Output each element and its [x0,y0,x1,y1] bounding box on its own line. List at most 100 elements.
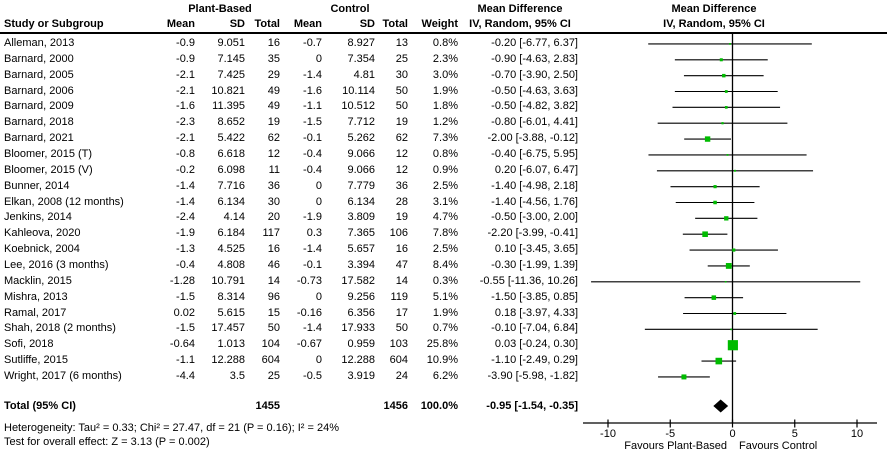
study-row: Barnard, 2009 -1.6 11.395 49 -1.1 10.512 50 1.8… [0,99,600,115]
effect-square [732,248,736,252]
pb-mean-cell: -2.3 [176,116,195,129]
study-row: Barnard, 2000 -0.9 7.145 35 0 7.354 25 2.3% -0.9… [0,52,600,68]
study-name-cell: Barnard, 2000 [4,52,74,65]
study-name-cell: Barnard, 2021 [4,132,74,145]
effect-square [724,280,727,283]
control-sd-cell: 7.779 [347,179,375,192]
pb-mean-cell: -4.4 [176,369,195,382]
overall-effect-text: Test for overall effect: Z = 3.13 (P = 0… [4,436,210,448]
control-total-cell: 47 [395,258,408,271]
pb-total-cell: 104 [261,338,280,351]
ci-cell: 0.10 [-3.45, 3.65] [494,243,578,256]
study-row: Lee, 2016 (3 months) -0.4 4.808 46 -0.1 3.394… [0,258,600,274]
ci-cell: -0.50 [-3.00, 2.00] [491,211,578,224]
control-total-cell: 16 [395,243,408,256]
study-name-cell: Sutliffe, 2015 [4,354,69,367]
control-mean-cell: 0.3 [306,227,322,240]
control-mean-cell: -1.4 [303,243,322,256]
study-name-cell: Barnard, 2018 [4,116,74,129]
study-row: Barnard, 2005 -2.1 7.425 29 -1.4 4.81 30 3.0% -0… [0,68,600,84]
study-row: Mishra, 2013 -1.5 8.314 96 0 9.256 119 5.1% -1.5… [0,290,600,306]
control-total-cell: 17 [395,306,408,319]
study-row: Barnard, 2006 -2.1 10.821 49 -1.6 10.114 50 1.9… [0,84,600,100]
plot-column-title: Mean Difference [671,3,757,15]
weight-cell: 5.1% [432,290,458,303]
pb-total-cell: 30 [267,195,280,208]
pb-mean-cell: -1.6 [176,100,195,113]
ci-cell: -2.00 [-3.88, -0.12] [487,132,579,145]
effect-square [711,295,717,300]
study-row: Jenkins, 2014 -2.4 4.14 20 -1.9 3.809 19 4.7% -0… [0,210,600,226]
ci-cell: -1.50 [-3.85, 0.85] [491,290,578,303]
control-total-cell: 50 [395,100,408,113]
pb-sd-cell: 12.288 [211,354,245,367]
weight-cell: 6.2% [432,369,458,382]
pb-total-cell: 11 [268,163,280,176]
column-header-weight: Weight [421,18,458,30]
pb-total-cell: 96 [267,290,280,303]
study-name-cell: Sofi, 2018 [4,338,54,351]
control-total-cell: 24 [395,369,408,382]
weight-cell: 7.8% [432,227,458,240]
ci-cell: -0.50 [-4.82, 3.82] [491,100,578,113]
weight-cell: 1.2% [432,116,458,129]
control-mean-cell: 0 [315,195,322,208]
pb-mean-cell: -0.4 [176,258,195,271]
control-mean-cell: -1.6 [303,84,322,97]
study-row: Macklin, 2015 -1.28 10.791 14 -0.73 17.582 14 0… [0,274,600,290]
group-header-plant-based: Plant-Based [188,3,252,15]
pb-sd-cell: 1.013 [217,338,245,351]
md-column-subtitle: IV, Random, 95% CI [469,18,571,30]
column-header-c-sd: SD [359,18,375,30]
study-name-cell: Alleman, 2013 [4,37,75,49]
weight-cell: 8.4% [432,258,458,271]
control-total-cell: 604 [389,354,408,367]
ci-cell: -0.40 [-6.75, 5.95] [491,147,578,160]
study-row: Sofi, 2018 -0.64 1.013 104 -0.67 0.959 103 25.8… [0,337,600,353]
control-sd-cell: 0.959 [347,338,375,351]
study-row: Ramal, 2017 0.02 5.615 15 -0.16 6.356 17 1.9% 0.… [0,306,600,322]
effect-square [713,200,717,205]
control-total-cell: 30 [395,68,408,81]
weight-cell: 0.7% [432,322,458,335]
pb-mean-cell: -1.4 [176,195,195,208]
control-sd-cell: 8.927 [347,37,375,49]
weight-cell: 0.8% [432,37,458,49]
pb-sd-cell: 6.098 [217,163,245,176]
pb-sd-cell: 11.395 [212,100,245,113]
effect-square [733,312,737,315]
study-name-cell: Shah, 2018 (2 months) [4,322,116,335]
pb-sd-cell: 3.5 [229,369,245,382]
pb-sd-cell: 7.425 [217,68,245,81]
pb-total-cell: 62 [267,132,280,145]
pb-total-cell: 49 [267,100,280,113]
control-mean-cell: -0.1 [303,132,322,145]
control-total-cell: 19 [395,116,408,129]
weight-cell: 2.3% [432,52,458,65]
weight-cell: 4.7% [432,211,458,224]
heterogeneity-text: Heterogeneity: Tau² = 0.33; Chi² = 27.47… [4,422,339,434]
effect-square [727,340,738,351]
pb-sd-cell: 4.808 [217,258,245,271]
pb-sd-cell: 9.051 [217,37,245,49]
pb-total-cell: 16 [267,243,280,256]
ci-cell: -1.10 [-2.49, 0.29] [491,354,578,367]
control-total-cell: 12 [395,163,408,176]
control-total-cell: 50 [395,84,408,97]
study-row: Bunner, 2014 -1.4 7.716 36 0 7.779 36 2.5% -1.40… [0,179,600,195]
control-total-cell: 19 [395,211,408,224]
ci-cell: -0.10 [-7.04, 6.84] [491,322,578,335]
control-mean-cell: -1.1 [303,100,322,113]
pb-mean-cell: -1.4 [176,179,195,192]
pb-mean-cell: -0.2 [176,163,195,176]
effect-square [713,185,717,189]
ci-cell: 0.03 [-0.24, 0.30] [494,338,578,351]
ci-cell: -0.50 [-4.63, 3.63] [491,84,578,97]
pb-mean-cell: -1.1 [176,354,195,367]
control-total-cell: 62 [395,132,408,145]
ci-cell: -1.40 [-4.98, 2.18] [491,179,578,192]
study-name-cell: Lee, 2016 (3 months) [4,258,109,271]
favours-left-label: Favours Plant-Based [624,440,727,452]
